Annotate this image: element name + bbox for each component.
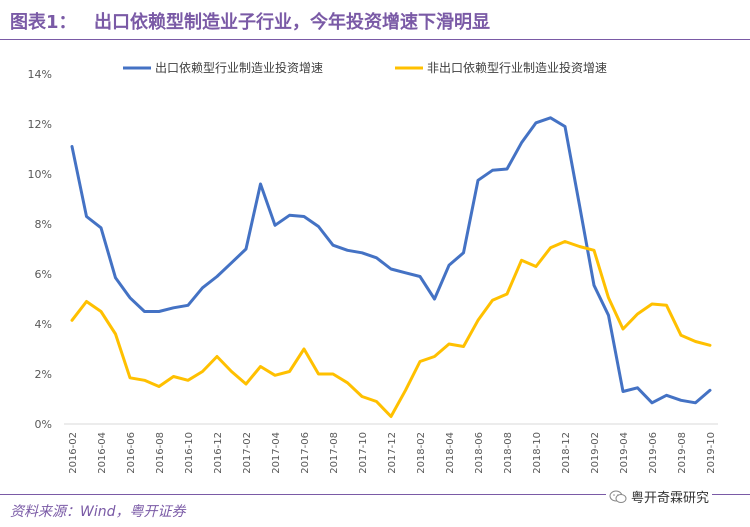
legend-label-2: 非出口依赖型行业制造业投资增速 (427, 60, 607, 75)
y-axis: 0% 2% 4% 6% 8% 10% 12% 14% (28, 68, 52, 431)
source-note: 资料来源：Wind，粤开证券 (10, 504, 186, 520)
brand-name: 粤开奇霖研究 (630, 491, 709, 506)
header: 图表1： 出口依赖型制造业子行业，今年投资增速下滑明显 (0, 0, 750, 40)
x-tick-label: 2018-06 (474, 432, 485, 474)
x-tick-label: 2018-10 (532, 432, 543, 474)
y-tick-label: 12% (28, 118, 52, 131)
x-tick-label: 2018-04 (445, 432, 456, 474)
figure-label: 图表1： (10, 12, 77, 33)
wechat-icon (609, 490, 627, 503)
x-tick-label: 2017-02 (242, 432, 253, 474)
x-tick-label: 2019-02 (590, 432, 601, 474)
x-tick-label: 2016-04 (97, 432, 108, 474)
x-tick-label: 2019-10 (706, 432, 717, 474)
brand: 粤开奇霖研究 (605, 487, 712, 506)
x-axis: 2016-02 2016-04 2016-06 2016-08 2016-10 2016-… (68, 432, 717, 474)
x-tick-label: 2017-10 (358, 432, 369, 474)
x-tick-label: 2016-06 (126, 432, 137, 474)
x-tick-label: 2016-02 (68, 432, 79, 474)
x-tick-label: 2019-04 (619, 432, 630, 474)
series-line-1 (70, 116, 712, 405)
legend-label-1: 出口依赖型行业制造业投资增速 (155, 60, 323, 75)
series-line-2 (70, 240, 712, 418)
x-tick-label: 2019-08 (677, 432, 688, 474)
series-lines (70, 116, 712, 418)
x-tick-label: 2016-10 (184, 432, 195, 474)
page-title: 出口依赖型制造业子行业，今年投资增速下滑明显 (94, 12, 490, 33)
y-tick-label: 0% (35, 418, 52, 431)
x-tick-label: 2017-08 (329, 432, 340, 474)
x-tick-label: 2016-08 (155, 432, 166, 474)
x-tick-label: 2017-04 (271, 432, 282, 474)
x-tick-label: 2018-02 (416, 432, 427, 474)
y-tick-label: 14% (28, 68, 52, 81)
footer: 资料来源：Wind，粤开证券 粤开奇霖研究 (0, 487, 750, 527)
y-tick-label: 2% (35, 368, 52, 381)
x-tick-label: 2017-06 (300, 432, 311, 474)
x-tick-label: 2016-12 (213, 432, 224, 474)
legend: 出口依赖型行业制造业投资增速 非出口依赖型行业制造业投资增速 (123, 60, 607, 75)
x-tick-label: 2018-08 (503, 432, 514, 474)
y-tick-label: 6% (35, 268, 52, 281)
x-tick-label: 2018-12 (561, 432, 572, 474)
y-tick-label: 8% (35, 218, 52, 231)
line-chart: 0%2%4%6%8%10%12%14% 2016-02 2016-04 2016-0… (28, 60, 718, 474)
x-tick-label: 2017-12 (387, 432, 398, 474)
y-tick-label: 4% (35, 318, 52, 331)
y-tick-label: 10% (28, 168, 52, 181)
x-tick-label: 2019-06 (648, 432, 659, 474)
